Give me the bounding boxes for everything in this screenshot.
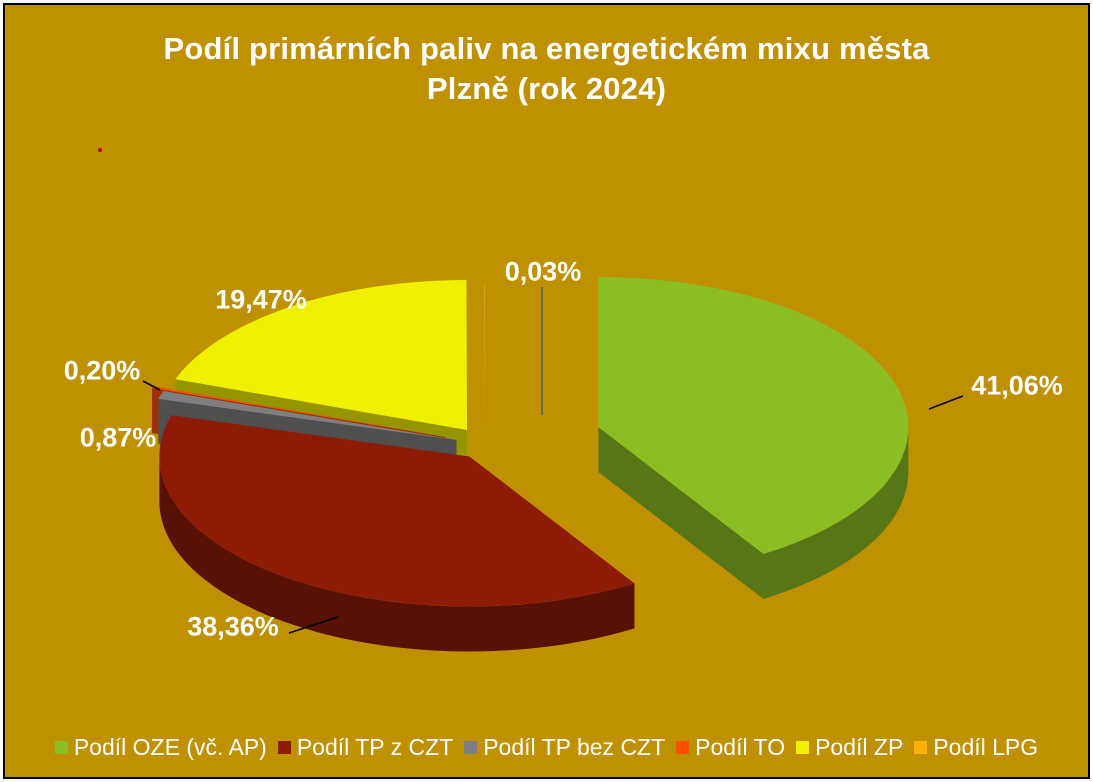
legend: Podíl OZE (vč. AP) Podíl TP z CZT Podíl TP… bbox=[5, 734, 1088, 761]
label-leader-line-0 bbox=[928, 395, 964, 410]
pie-slice-5 bbox=[484, 284, 485, 434]
legend-label: Podíl TO bbox=[695, 734, 786, 760]
chart-title-line2: Plzně (rok 2024) bbox=[426, 70, 667, 106]
stray-dot bbox=[98, 148, 102, 152]
value-label-4: 19,47% bbox=[215, 284, 307, 315]
legend-marker-icon bbox=[676, 741, 690, 754]
pie-slice-3 bbox=[152, 386, 446, 437]
pie-slice-1 bbox=[159, 415, 635, 607]
legend-marker-icon bbox=[464, 741, 478, 754]
legend-marker-icon bbox=[796, 741, 810, 754]
pie-slice-wall-0 bbox=[763, 427, 909, 599]
value-label-5: 0,03% bbox=[504, 256, 582, 287]
pie-slice-4 bbox=[175, 280, 468, 430]
legend-marker-icon bbox=[277, 741, 291, 754]
chart-title-line1: Podíl primárních paliv na energetickém m… bbox=[163, 31, 930, 66]
pie-slice-2 bbox=[158, 391, 457, 441]
label-leader-line-1 bbox=[288, 616, 339, 634]
value-label-3: 0,20% bbox=[63, 355, 141, 386]
legend-item-0: Podíl OZE (vč. AP) bbox=[54, 734, 267, 761]
pie-chart bbox=[142, 277, 964, 652]
legend-item-5: Podíl LPG bbox=[914, 734, 1038, 761]
value-label-0: 41,06% bbox=[971, 370, 1063, 401]
legend-label: Podíl ZP bbox=[815, 734, 904, 760]
legend-label: Podíl LPG bbox=[933, 734, 1039, 760]
legend-item-3: Podíl TO bbox=[676, 734, 785, 761]
pie-slice-wall-1 bbox=[159, 456, 635, 652]
pie-slice-wall-0 bbox=[598, 427, 764, 599]
legend-item-1: Podíl TP z CZT bbox=[277, 734, 454, 761]
legend-label: Podíl TP bez CZT bbox=[483, 734, 666, 760]
value-label-1: 38,36% bbox=[187, 611, 279, 642]
legend-marker-icon bbox=[914, 741, 928, 754]
legend-marker-icon bbox=[54, 741, 68, 754]
chart-frame: Podíl primárních paliv na energetickém m… bbox=[3, 3, 1090, 779]
legend-label: Podíl TP z CZT bbox=[296, 734, 454, 760]
legend-label: Podíl OZE (vč. AP) bbox=[73, 734, 267, 760]
chart-title: Podíl primárních paliv na energetickém m… bbox=[5, 29, 1088, 108]
pie-slice-0 bbox=[598, 277, 909, 554]
legend-item-4: Podíl ZP bbox=[796, 734, 903, 761]
value-label-2: 0,87% bbox=[79, 422, 157, 453]
label-leader-line-2 bbox=[142, 380, 161, 391]
legend-item-2: Podíl TP bez CZT bbox=[464, 734, 665, 761]
